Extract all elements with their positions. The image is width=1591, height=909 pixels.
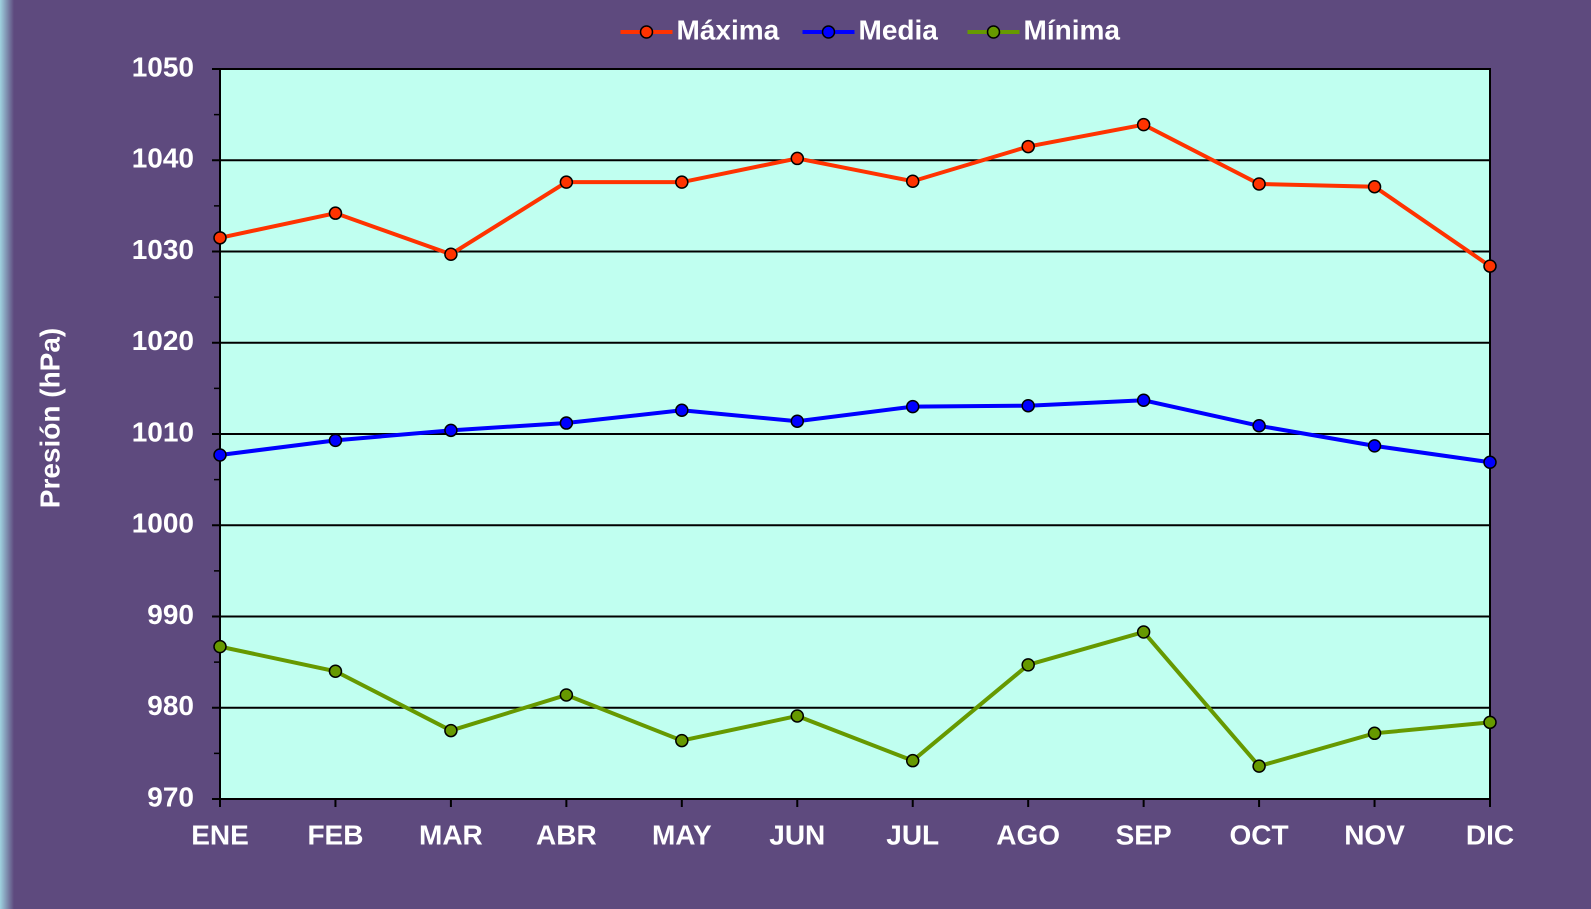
- data-point: [444, 723, 458, 738]
- data-point: [328, 664, 343, 678]
- data-point: [1367, 179, 1382, 194]
- x-tick-label: NOV: [1344, 819, 1405, 850]
- y-tick-label: 1000: [132, 508, 194, 539]
- plot-border: [219, 68, 1491, 800]
- series-line: [219, 629, 1491, 769]
- series-line: [219, 122, 1492, 268]
- data-point: [675, 733, 689, 748]
- data-point: [444, 247, 458, 261]
- x-tick-label: SEP: [1116, 819, 1172, 850]
- y-tick-label: 990: [147, 599, 194, 630]
- data-point: [1136, 393, 1151, 407]
- data-point: [905, 753, 920, 768]
- data-point: [559, 175, 574, 189]
- data-point: [1483, 259, 1497, 273]
- data-point: [1021, 658, 1035, 672]
- x-tick-label: ABR: [536, 819, 597, 850]
- y-tick-label: 1030: [132, 234, 194, 265]
- y-axis-label: Presión (hPa): [34, 328, 65, 508]
- data-point: [328, 433, 343, 448]
- y-tick-label: 980: [147, 690, 194, 721]
- data-point: [213, 448, 227, 462]
- data-point: [328, 206, 343, 220]
- data-point: [213, 231, 227, 245]
- data-point: [1367, 726, 1382, 741]
- x-tick-label: MAR: [419, 819, 483, 850]
- data-point: [1483, 455, 1497, 470]
- data-point: [1483, 715, 1497, 730]
- data-point: [1136, 117, 1151, 132]
- x-tick-label: OCT: [1230, 819, 1289, 850]
- data-point: [1021, 139, 1035, 154]
- background-edge: [0, 0, 14, 909]
- data-point: [675, 403, 689, 418]
- data-point: [559, 416, 574, 430]
- data-point: [905, 399, 920, 414]
- data-point: [1252, 419, 1266, 433]
- y-tick-label: 1010: [132, 416, 194, 447]
- y-tick-label: 970: [147, 781, 194, 812]
- data-point: [790, 414, 805, 428]
- legend-marker: [639, 25, 654, 39]
- series-line: [219, 398, 1491, 465]
- x-tick-label: DIC: [1466, 819, 1514, 850]
- legend-label: Mínima: [1024, 14, 1121, 45]
- data-point: [905, 174, 920, 188]
- y-tick-label: 1050: [132, 51, 194, 82]
- legend-marker: [986, 25, 1001, 39]
- x-tick-label: MAY: [652, 819, 712, 850]
- legend-marker: [821, 25, 836, 39]
- data-point: [1367, 439, 1382, 453]
- legend-label: Media: [859, 14, 939, 45]
- y-tick-label: 1040: [132, 143, 194, 174]
- data-point: [444, 423, 458, 438]
- x-tick-label: AGO: [996, 819, 1060, 850]
- x-tick-label: ENE: [191, 819, 249, 850]
- x-tick-label: FEB: [307, 819, 363, 850]
- data-point: [790, 151, 805, 166]
- data-point: [213, 639, 227, 654]
- data-point: [1136, 625, 1151, 639]
- legend-label: Máxima: [677, 14, 780, 45]
- data-point: [559, 688, 574, 702]
- x-tick-label: JUN: [769, 819, 825, 850]
- data-point: [1252, 177, 1266, 191]
- data-point: [1252, 759, 1266, 773]
- y-tick-label: 1020: [132, 325, 194, 356]
- data-point: [675, 175, 689, 189]
- data-point: [1021, 398, 1035, 413]
- x-tick-label: JUL: [886, 819, 939, 850]
- data-point: [790, 709, 805, 723]
